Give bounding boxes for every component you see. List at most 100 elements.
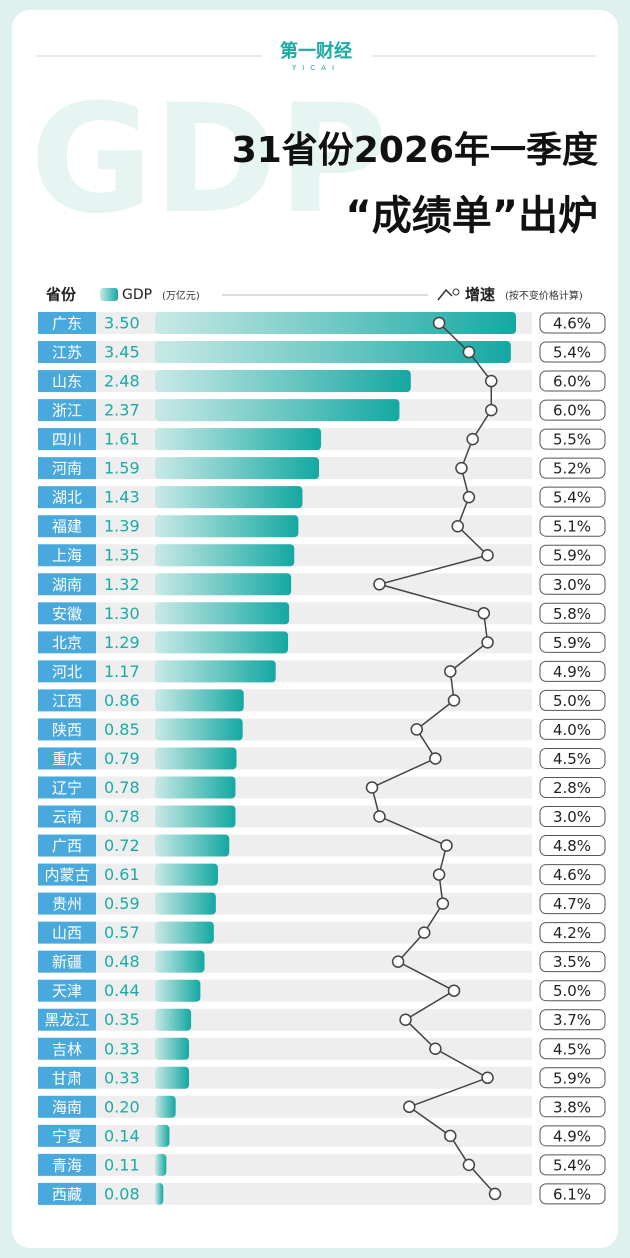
category-label: 海南 bbox=[52, 1098, 82, 1116]
growth-box bbox=[539, 573, 606, 595]
category-label: 新疆 bbox=[52, 953, 82, 971]
category-box bbox=[38, 1124, 96, 1147]
category-header: 省份 bbox=[45, 286, 77, 304]
value-label: 1.29 bbox=[104, 633, 140, 652]
chart-subtitle: “成绩单”出炉 bbox=[345, 193, 598, 239]
value-label: 0.33 bbox=[104, 1068, 140, 1087]
growth-box bbox=[539, 1183, 606, 1205]
growth-dot bbox=[399, 1013, 412, 1026]
growth-dot bbox=[466, 432, 479, 446]
bar bbox=[155, 1037, 190, 1060]
row-band bbox=[96, 1037, 532, 1060]
growth-label: 4.6% bbox=[553, 315, 591, 333]
category-box bbox=[38, 341, 96, 364]
value-label: 2.37 bbox=[104, 401, 140, 420]
bar bbox=[155, 1153, 167, 1176]
bar bbox=[155, 1095, 176, 1118]
category-label: 吉林 bbox=[52, 1040, 82, 1058]
value-label: 0.79 bbox=[104, 749, 140, 768]
value-label: 1.35 bbox=[104, 546, 140, 565]
growth-label: 4.9% bbox=[553, 1127, 591, 1145]
category-box bbox=[38, 776, 96, 799]
growth-dot bbox=[410, 723, 423, 736]
legend-label: 增速 bbox=[465, 286, 495, 304]
growth-label: 4.6% bbox=[553, 866, 591, 884]
legend-dot bbox=[452, 288, 460, 296]
bar bbox=[155, 979, 201, 1002]
bar bbox=[155, 1066, 190, 1089]
growth-dot bbox=[447, 984, 461, 997]
category-label: 山西 bbox=[52, 924, 82, 942]
growth-dot bbox=[462, 1158, 476, 1172]
category-box bbox=[38, 312, 96, 334]
bar bbox=[155, 689, 244, 712]
value-label: 1.30 bbox=[104, 604, 140, 623]
growth-dot bbox=[455, 461, 468, 475]
growth-box bbox=[539, 486, 606, 508]
category-label: 天津 bbox=[52, 982, 82, 1000]
growth-label: 4.8% bbox=[553, 837, 591, 855]
growth-label: 5.5% bbox=[553, 431, 591, 449]
category-box bbox=[38, 660, 96, 683]
growth-box bbox=[539, 806, 606, 828]
row-band bbox=[96, 1066, 532, 1089]
value-label: 0.72 bbox=[104, 836, 140, 855]
category-box bbox=[38, 1008, 96, 1031]
growth-box bbox=[539, 951, 606, 973]
bar bbox=[155, 1182, 164, 1205]
growth-dot bbox=[444, 1129, 457, 1143]
growth-label: 2.8% bbox=[553, 779, 591, 797]
legend-line bbox=[437, 288, 453, 301]
category-box bbox=[38, 573, 96, 596]
growth-dot bbox=[432, 868, 446, 881]
growth-label: 5.9% bbox=[553, 1069, 591, 1087]
growth-label: 5.9% bbox=[553, 547, 591, 565]
bar bbox=[155, 660, 276, 683]
category-label: 北京 bbox=[52, 634, 82, 652]
category-box bbox=[38, 805, 96, 828]
bar bbox=[155, 805, 236, 828]
category-label: 福建 bbox=[52, 518, 82, 536]
growth-box bbox=[539, 747, 606, 769]
value-label: 1.32 bbox=[104, 575, 140, 594]
category-label: 陕西 bbox=[52, 721, 82, 739]
value-label: 0.11 bbox=[104, 1155, 140, 1174]
bar bbox=[155, 515, 299, 538]
category-label: 宁夏 bbox=[52, 1127, 82, 1145]
category-box bbox=[38, 979, 96, 1002]
category-label: 四川 bbox=[52, 431, 82, 449]
value-label: 1.59 bbox=[104, 459, 140, 478]
category-label: 河北 bbox=[52, 663, 82, 681]
growth-box bbox=[539, 370, 606, 392]
growth-box bbox=[539, 1038, 606, 1060]
growth-dot bbox=[365, 781, 379, 794]
growth-dot bbox=[447, 694, 461, 707]
growth-dot bbox=[485, 403, 498, 417]
growth-box bbox=[539, 399, 606, 421]
growth-label: 3.7% bbox=[553, 1011, 591, 1029]
row-band bbox=[96, 1153, 532, 1176]
growth-dot bbox=[488, 1187, 502, 1201]
value-label: 1.61 bbox=[104, 430, 140, 449]
bar bbox=[155, 602, 290, 625]
growth-box bbox=[539, 864, 606, 886]
value-label: 0.59 bbox=[104, 894, 140, 913]
growth-box bbox=[539, 341, 606, 363]
growth-label: 5.1% bbox=[553, 518, 591, 536]
category-label: 江苏 bbox=[52, 344, 82, 362]
growth-label: 4.2% bbox=[553, 924, 591, 942]
growth-box bbox=[539, 631, 606, 653]
bar bbox=[155, 312, 516, 334]
bar bbox=[155, 776, 236, 799]
growth-dot bbox=[436, 897, 450, 910]
growth-label: 5.4% bbox=[553, 489, 591, 507]
growth-box bbox=[539, 1125, 606, 1147]
category-box bbox=[38, 428, 96, 451]
logo: 第一财经 bbox=[280, 40, 352, 62]
bar bbox=[155, 486, 303, 509]
category-box bbox=[38, 921, 96, 944]
growth-box bbox=[539, 1009, 606, 1031]
bar bbox=[155, 863, 218, 886]
bar bbox=[155, 718, 243, 741]
category-box bbox=[38, 1153, 96, 1176]
